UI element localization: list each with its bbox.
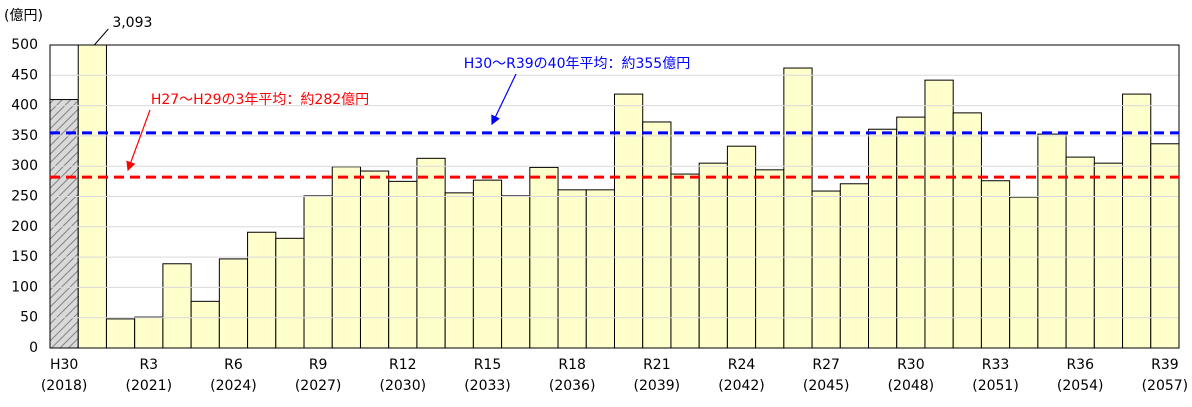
bar: [359, 170, 390, 348]
bar: [1009, 196, 1039, 348]
x-tick-year: (2051): [972, 378, 1019, 394]
reference-arrow: [491, 73, 517, 126]
x-tick-year: (2027): [295, 378, 342, 394]
x-tick-label: R12: [389, 357, 417, 373]
x-tick-year: (2024): [210, 378, 257, 394]
x-tick-year: (2048): [888, 378, 935, 394]
bar: [190, 300, 220, 348]
bar: [1065, 156, 1095, 348]
x-tick-label: R33: [982, 357, 1010, 373]
x-tick-year: (2033): [464, 378, 511, 394]
bar: [501, 195, 531, 348]
y-tick-label: 350: [11, 128, 38, 144]
bar: [162, 263, 192, 348]
x-tick-year: (2021): [126, 378, 173, 394]
y-tick-label: 0: [29, 340, 38, 356]
y-tick-label: 500: [11, 37, 38, 53]
x-tick-year: (2018): [41, 378, 88, 394]
bar: [444, 192, 474, 348]
bar: [783, 67, 813, 348]
reference-arrow: [126, 109, 151, 172]
bar: [529, 166, 559, 348]
x-tick-label: R15: [474, 357, 502, 373]
bar: [670, 173, 700, 348]
bar: [924, 79, 954, 348]
bar: [50, 99, 79, 348]
bar: [1122, 93, 1152, 348]
value-label: 3,093: [112, 15, 152, 31]
bar: [247, 231, 277, 348]
bar: [642, 121, 672, 348]
y-tick-label: 150: [11, 249, 38, 265]
bar: [1037, 133, 1067, 348]
x-tick-label: H30: [50, 357, 78, 373]
bar: [868, 128, 898, 348]
bar: [1093, 162, 1124, 348]
bar: [218, 258, 249, 348]
reference-label: H27～H29の3年平均：約282億円: [151, 92, 369, 108]
bar: [557, 189, 587, 348]
bar: [388, 180, 418, 348]
bar: [755, 169, 785, 348]
x-tick-label: R39: [1151, 357, 1179, 373]
x-tick-year: (2036): [549, 378, 596, 394]
bar: [896, 116, 926, 348]
x-tick-label: R36: [1066, 357, 1094, 373]
y-tick-label: 300: [11, 158, 38, 174]
bar: [105, 318, 136, 348]
bar: [585, 189, 616, 348]
x-tick-year: (2045): [803, 378, 850, 394]
bar: [811, 190, 841, 348]
x-tick-label: R27: [812, 357, 840, 373]
leader-line: [93, 28, 109, 46]
bar: [698, 162, 728, 348]
bar: [416, 157, 446, 348]
y-tick-label: 50: [20, 310, 38, 326]
bar: [952, 112, 982, 348]
y-tick-label: 100: [11, 279, 38, 295]
bar: [839, 183, 870, 348]
y-tick-label: 200: [11, 219, 38, 235]
x-tick-year: (2054): [1057, 378, 1104, 394]
x-tick-label: R24: [728, 357, 756, 373]
x-tick-label: R6: [224, 357, 243, 373]
x-tick-label: R21: [643, 357, 671, 373]
x-tick-year: (2030): [380, 378, 427, 394]
bar: [134, 316, 164, 348]
bar: [303, 195, 333, 348]
bar: [614, 93, 644, 348]
plot-border: [49, 44, 1180, 349]
bar: [472, 179, 503, 348]
x-tick-label: R9: [309, 357, 328, 373]
bar: [275, 237, 305, 348]
x-tick-label: R30: [897, 357, 925, 373]
bar: [726, 145, 757, 348]
x-tick-label: R18: [558, 357, 586, 373]
y-tick-label: 400: [11, 98, 38, 114]
x-tick-year: (2042): [718, 378, 765, 394]
y-axis-label: (億円): [4, 8, 43, 24]
x-tick-year: (2057): [1142, 378, 1189, 394]
x-tick-year: (2039): [634, 378, 681, 394]
bar: [980, 180, 1011, 348]
x-tick-label: R3: [139, 357, 158, 373]
y-tick-label: 250: [11, 189, 38, 205]
y-tick-label: 450: [11, 67, 38, 83]
reference-label: H30～R39の40年平均：約355億円: [464, 56, 690, 72]
bar: [77, 45, 107, 348]
